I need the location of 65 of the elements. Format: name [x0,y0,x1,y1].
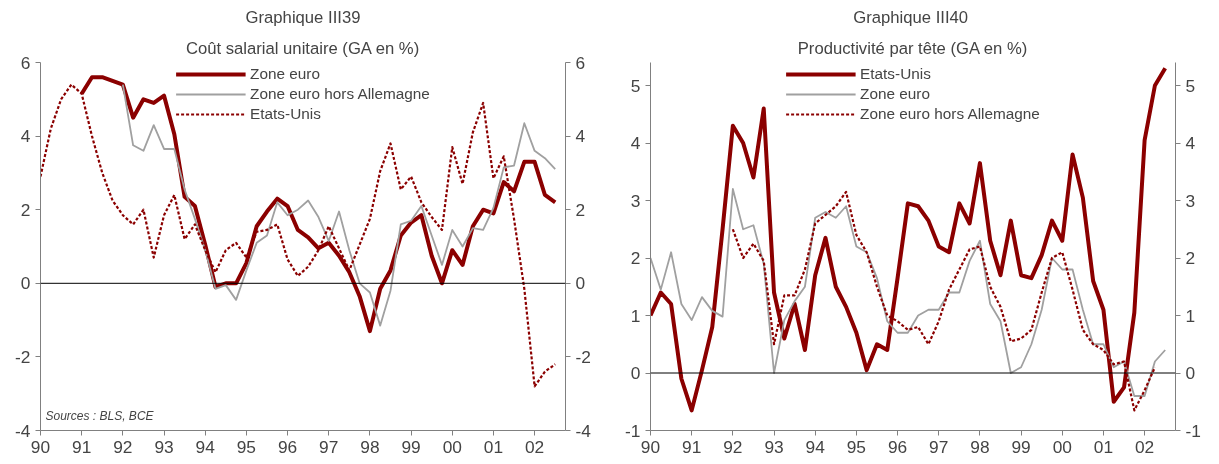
x-tick-label: 99 [1011,436,1031,457]
y-tick-label: 4 [20,126,31,147]
y2-tick-label: -2 [575,346,591,367]
legend-label: Zone euro hors Allemagne [250,85,430,103]
y-tick-label: 5 [630,75,641,96]
x-tick-label: 95 [846,436,867,457]
x-tick-label: 92 [113,436,133,457]
x-tick-label: 99 [401,436,421,457]
y2-tick-label: 2 [575,199,586,220]
y2-tick-label: 6 [575,52,586,73]
x-tick-label: 91 [72,436,92,457]
chart-subtitle: Coût salarial unitaire (GA en %) [185,38,420,58]
x-tick-label: 97 [319,436,339,457]
chart-title: Graphique III40 [853,7,969,27]
x-tick-label: 96 [887,436,908,457]
annotation: Sources : BLS, BCE [45,408,155,423]
y-tick-label: 4 [630,133,641,153]
y2-tick-label: -1 [1185,420,1201,441]
y2-tick-label: 0 [1185,363,1196,383]
x-tick-label: 95 [236,436,257,457]
y2-tick-label: 4 [1185,133,1196,153]
x-tick-label: 94 [195,436,216,457]
y-tick-label: 2 [20,199,31,220]
x-tick-label: 94 [805,436,826,457]
y-tick-label: 6 [20,52,31,73]
y-tick-label: 1 [630,305,641,326]
x-tick-label: 98 [970,436,990,457]
legend-label: Zone euro [860,85,930,103]
legend-label: Etats-Unis [860,65,931,83]
x-tick-label: 92 [723,436,743,457]
y-tick-label: -1 [625,420,641,441]
y-tick-label: 3 [630,190,641,211]
x-tick-label: 90 [30,436,51,457]
legend-label: Zone euro [250,65,320,83]
chart-title: Graphique III39 [245,7,361,27]
x-tick-label: 97 [929,436,949,457]
line-series [650,188,1167,397]
y2-tick-label: 4 [575,126,586,147]
y-tick-label: -4 [15,420,31,441]
y-tick-label: 0 [630,363,641,383]
legend-label: Zone euro hors Allemagne [860,105,1040,123]
y2-tick-label: 2 [1185,248,1196,268]
legend-label: Etats-Unis [250,105,321,123]
x-tick-label: 93 [764,436,784,457]
x-tick-label: 01 [483,436,504,457]
chart-subtitle: Productivité par tête (GA en %) [797,38,1028,58]
x-tick-label: 90 [640,436,661,457]
x-tick-label: 02 [1134,436,1155,457]
line-series [650,66,1168,413]
y2-tick-label: -4 [575,420,592,441]
y-tick-label: 0 [20,273,31,294]
x-tick-label: 02 [524,436,545,457]
y2-tick-label: 5 [1185,75,1196,96]
x-tick-label: 00 [442,436,462,457]
x-tick-label: 93 [154,436,174,457]
x-tick-label: 01 [1093,436,1114,457]
x-tick-label: 96 [277,436,298,457]
y2-tick-label: 0 [575,273,586,294]
y2-tick-label: 3 [1185,190,1196,211]
y-tick-label: -2 [15,346,31,367]
x-tick-label: 00 [1052,436,1072,457]
x-tick-label: 98 [360,436,380,457]
x-tick-label: 91 [682,436,702,457]
y-tick-label: 2 [630,248,641,268]
y2-tick-label: 1 [1185,305,1196,326]
